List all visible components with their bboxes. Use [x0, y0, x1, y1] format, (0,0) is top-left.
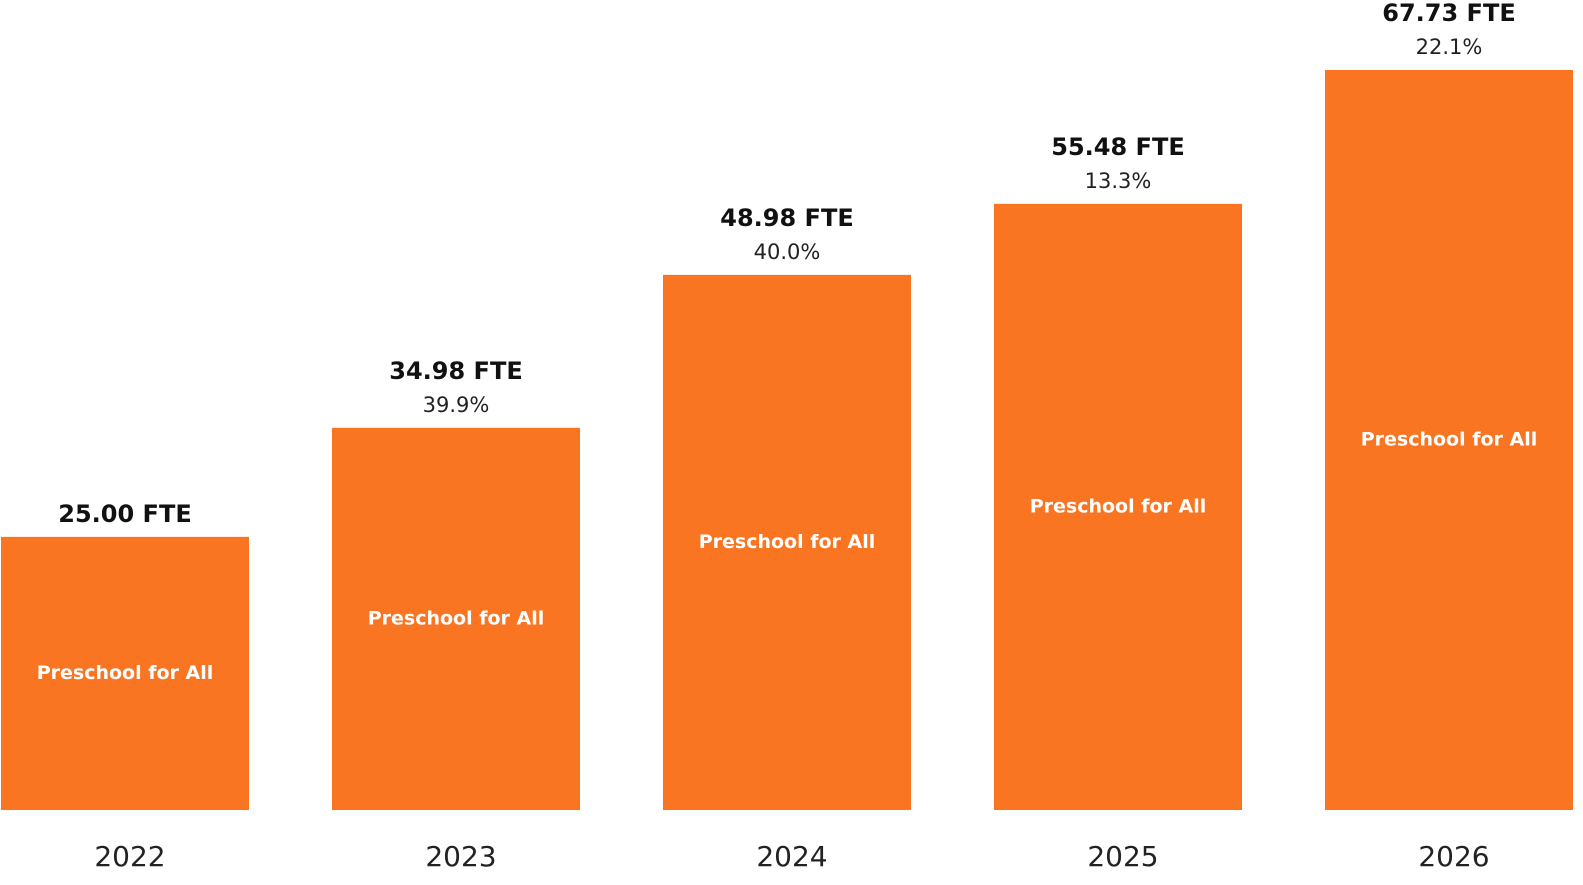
growth-label: 22.1% — [1416, 35, 1483, 59]
bar — [994, 203, 1242, 811]
value-label: 55.48 FTE — [1051, 133, 1184, 161]
x-tick-label: 2026 — [1418, 840, 1489, 873]
series-label: Preschool for All — [368, 607, 545, 629]
series-label: Preschool for All — [1361, 429, 1538, 451]
growth-label: 39.9% — [423, 393, 490, 417]
growth-label: 13.3% — [1085, 169, 1152, 193]
bar — [663, 274, 911, 810]
bar — [332, 427, 580, 810]
x-tick-label: 2025 — [1087, 840, 1158, 873]
bar — [1325, 70, 1573, 810]
value-label: 48.98 FTE — [720, 204, 853, 232]
x-tick-label: 2023 — [425, 840, 496, 873]
x-tick-label: 2024 — [756, 840, 827, 873]
bar — [1, 536, 249, 810]
x-tick-label: 2022 — [94, 840, 165, 873]
value-label: 34.98 FTE — [389, 357, 522, 385]
series-label: Preschool for All — [37, 662, 214, 684]
series-label: Preschool for All — [699, 531, 876, 553]
series-label: Preschool for All — [1030, 495, 1207, 517]
growth-label: 40.0% — [754, 240, 821, 264]
value-label: 25.00 FTE — [58, 500, 191, 528]
value-label: 67.73 FTE — [1382, 0, 1515, 27]
